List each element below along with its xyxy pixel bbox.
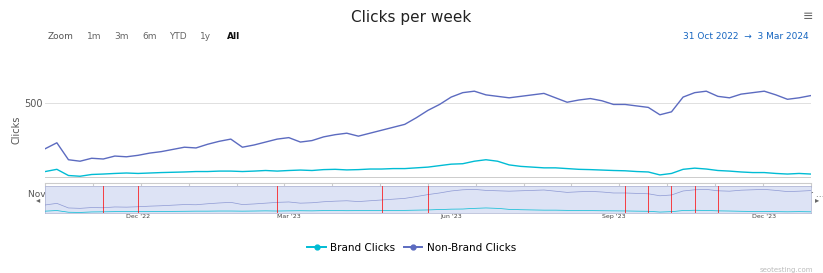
- Text: Sep '23: Sep '23: [602, 214, 625, 219]
- Text: ▸: ▸: [816, 195, 820, 204]
- Text: 1y: 1y: [200, 32, 212, 41]
- Text: Dec '23: Dec '23: [752, 214, 776, 219]
- Text: Clicks per week: Clicks per week: [351, 10, 472, 25]
- Text: seotesting.com: seotesting.com: [760, 267, 813, 273]
- Text: Mar '23: Mar '23: [277, 214, 300, 219]
- Text: Dec '22: Dec '22: [126, 214, 150, 219]
- Text: Jun '23: Jun '23: [440, 214, 462, 219]
- Y-axis label: Clicks: Clicks: [12, 115, 21, 144]
- Text: ◂: ◂: [36, 195, 40, 204]
- Text: All: All: [227, 32, 240, 41]
- Text: YTD: YTD: [169, 32, 187, 41]
- Text: ≡: ≡: [802, 10, 813, 23]
- Text: 6m: 6m: [142, 32, 157, 41]
- Text: 3m: 3m: [114, 32, 129, 41]
- Text: Zoom: Zoom: [48, 32, 73, 41]
- Text: 1m: 1m: [86, 32, 101, 41]
- Text: 31 Oct 2022  →  3 Mar 2024: 31 Oct 2022 → 3 Mar 2024: [682, 32, 808, 41]
- Legend: Brand Clicks, Non-Brand Clicks: Brand Clicks, Non-Brand Clicks: [303, 239, 520, 257]
